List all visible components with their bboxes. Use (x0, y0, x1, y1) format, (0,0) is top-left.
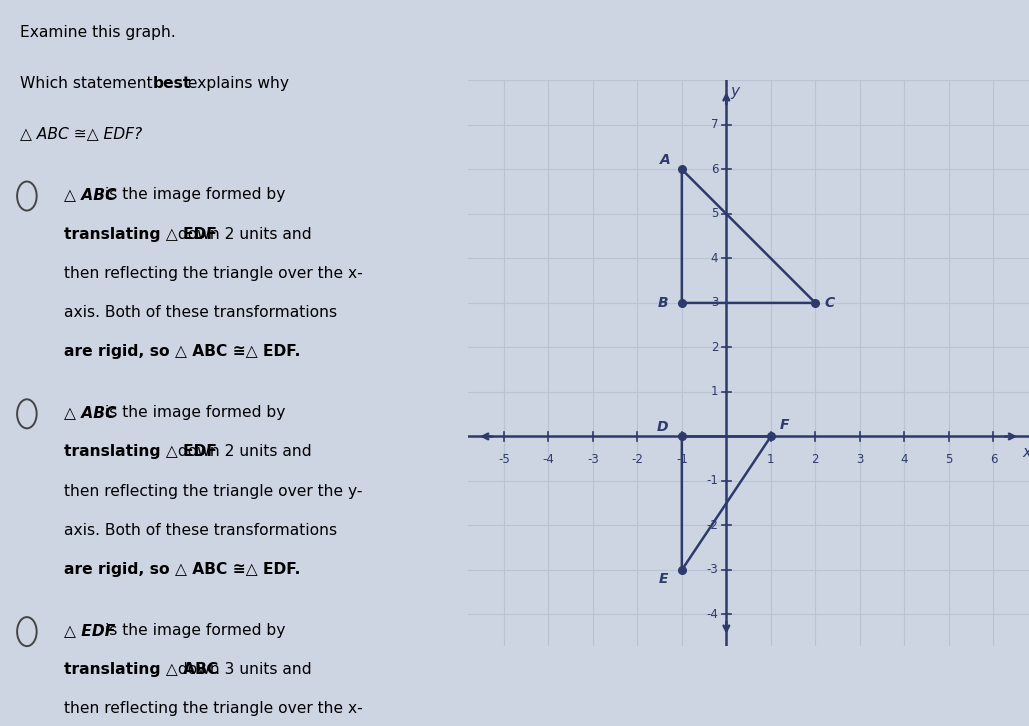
Text: translating △ EDF: translating △ EDF (64, 227, 216, 242)
Text: down 3 units and: down 3 units and (173, 662, 312, 677)
Text: -3: -3 (587, 453, 599, 466)
Text: then reflecting the triangle over the y-: then reflecting the triangle over the y- (64, 484, 362, 499)
Text: down 2 units and: down 2 units and (173, 444, 312, 460)
Text: △ ABC: △ ABC (64, 187, 116, 203)
Text: Examine this graph.: Examine this graph. (20, 25, 175, 41)
Text: 6: 6 (711, 163, 718, 176)
Text: E: E (659, 572, 669, 586)
Text: 3: 3 (856, 453, 863, 466)
Text: is the image formed by: is the image formed by (100, 187, 285, 203)
Text: A: A (660, 153, 671, 167)
Text: best: best (152, 76, 190, 91)
Text: F: F (780, 418, 789, 432)
Text: △ ABC: △ ABC (64, 405, 116, 420)
Text: 2: 2 (812, 453, 819, 466)
Text: x: x (1022, 444, 1029, 460)
Text: -1: -1 (707, 475, 718, 487)
Text: 4: 4 (711, 252, 718, 265)
Text: axis. Both of these transformations: axis. Both of these transformations (64, 305, 336, 320)
Text: are rigid, so △ ABC ≅△ EDF.: are rigid, so △ ABC ≅△ EDF. (64, 562, 300, 577)
Text: D: D (657, 420, 669, 434)
Text: is the image formed by: is the image formed by (100, 405, 285, 420)
Text: C: C (824, 296, 835, 310)
Text: then reflecting the triangle over the x-: then reflecting the triangle over the x- (64, 701, 362, 717)
Text: Which statement: Which statement (20, 76, 157, 91)
Text: y: y (731, 84, 740, 99)
Text: axis. Both of these transformations: axis. Both of these transformations (64, 523, 336, 538)
Text: translating △ EDF: translating △ EDF (64, 444, 216, 460)
Text: 1: 1 (711, 386, 718, 399)
Text: translating △ ABC: translating △ ABC (64, 662, 218, 677)
Text: -4: -4 (542, 453, 555, 466)
Text: down 2 units and: down 2 units and (173, 227, 312, 242)
Text: 5: 5 (711, 208, 718, 221)
Text: B: B (658, 296, 669, 310)
Text: 7: 7 (711, 118, 718, 131)
Text: 6: 6 (990, 453, 997, 466)
Text: 4: 4 (900, 453, 909, 466)
Text: △ ABC ≅△ EDF?: △ ABC ≅△ EDF? (20, 126, 142, 141)
Text: -5: -5 (498, 453, 509, 466)
Text: then reflecting the triangle over the x-: then reflecting the triangle over the x- (64, 266, 362, 281)
Text: -1: -1 (676, 453, 687, 466)
Text: -3: -3 (707, 563, 718, 576)
Text: explains why: explains why (183, 76, 289, 91)
Text: △ EDF: △ EDF (64, 623, 115, 638)
Text: -2: -2 (632, 453, 643, 466)
Text: 1: 1 (767, 453, 775, 466)
Text: 3: 3 (711, 296, 718, 309)
Text: is the image formed by: is the image formed by (100, 623, 285, 638)
Text: are rigid, so △ ABC ≅△ EDF.: are rigid, so △ ABC ≅△ EDF. (64, 344, 300, 359)
Text: 5: 5 (946, 453, 953, 466)
Text: -4: -4 (707, 608, 718, 621)
Text: -2: -2 (707, 519, 718, 532)
Text: 2: 2 (711, 341, 718, 354)
